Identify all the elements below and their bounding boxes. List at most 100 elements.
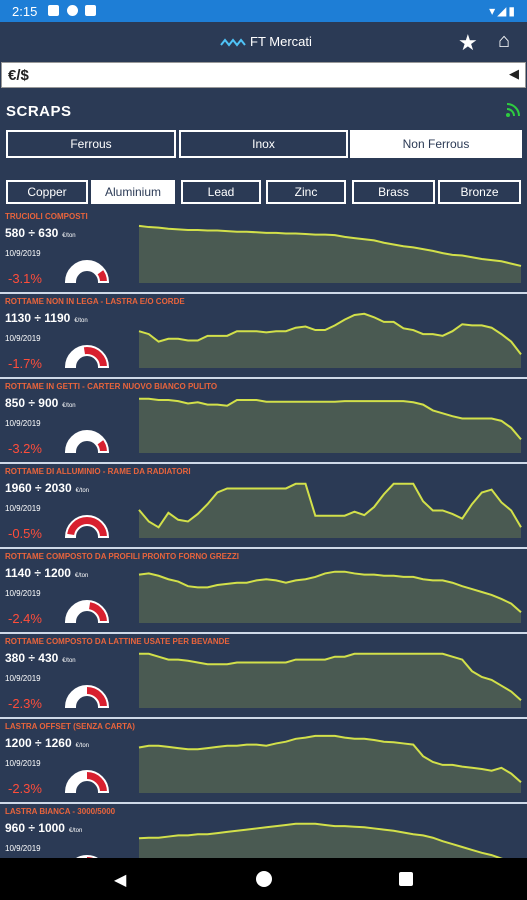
currency-selector[interactable]: €/$ ◀ (1, 62, 526, 88)
price-row[interactable]: ROTTAME DI ALLUMINIO - RAME DA RADIATORI… (0, 464, 527, 549)
trend-gauge-icon (64, 770, 110, 793)
price-row[interactable]: ROTTAME COMPOSTO DA LATTINE USATE PER BE… (0, 634, 527, 719)
chart-line (139, 652, 522, 701)
scrap-name: ROTTAME COMPOSTO DA LATTINE USATE PER BE… (5, 637, 230, 646)
price-unit: €/ton (62, 233, 76, 239)
scrap-price-list[interactable]: TRUCIOLI COMPOSTI 580 ÷ 630 €/ton 10/9/2019… (0, 209, 527, 859)
scrap-name: ROTTAME COMPOSTO DA PROFILI PRONTO FORNO… (5, 552, 239, 561)
app-logo-icon (220, 37, 246, 47)
price-value: 1200 ÷ 1260 (5, 736, 72, 750)
price-trend-chart (138, 312, 522, 368)
price-range: 850 ÷ 900 €/ton (5, 396, 76, 410)
chevron-left-icon: ◀ (509, 66, 519, 81)
price-value: 1130 ÷ 1190 (5, 311, 71, 325)
tab-copper[interactable]: Copper (6, 180, 88, 204)
change-percent: -0.5% (8, 526, 42, 541)
favorite-star-icon[interactable]: ★ (458, 30, 478, 55)
scrap-name: ROTTAME DI ALLUMINIO - RAME DA RADIATORI (5, 467, 191, 476)
segment-non-ferrous[interactable]: Non Ferrous (350, 130, 522, 158)
change-percent: -1.7% (8, 356, 42, 371)
back-icon[interactable]: ◀ (114, 872, 127, 889)
price-range: 1200 ÷ 1260 €/ton (5, 736, 89, 750)
price-range: 380 ÷ 430 €/ton (5, 651, 76, 665)
chart-area (139, 225, 521, 283)
segment-inox[interactable]: Inox (179, 130, 348, 158)
recent-apps-icon[interactable] (399, 872, 413, 886)
segment-ferrous[interactable]: Ferrous (6, 130, 176, 158)
change-percent: -2.4% (8, 611, 42, 626)
tab-zinc[interactable]: Zinc (266, 180, 346, 204)
trend-gauge-icon (64, 515, 110, 538)
price-unit: €/ton (62, 403, 76, 409)
app-brand: FT Mercati (220, 34, 312, 49)
price-trend-chart (139, 397, 522, 453)
price-row[interactable]: LASTRA BIANCA - 3000/5000 960 ÷ 1000 €/ton… (0, 804, 527, 859)
price-date: 10/9/2019 (5, 759, 41, 768)
price-date: 10/9/2019 (5, 844, 41, 853)
price-range: 1960 ÷ 2030 €/ton (5, 481, 89, 495)
nav-home-icon[interactable] (256, 871, 272, 887)
price-row[interactable]: ROTTAME COMPOSTO DA PROFILI PRONTO FORNO… (0, 549, 527, 634)
price-trend-chart (139, 652, 522, 708)
price-unit: €/ton (75, 743, 90, 749)
chart-area (139, 398, 521, 453)
price-date: 10/9/2019 (5, 334, 41, 343)
price-value: 960 ÷ 1000 (5, 821, 65, 835)
price-unit: €/ton (62, 658, 76, 664)
status-bar: 2:15 ▾◢▮ (0, 0, 527, 22)
price-row[interactable]: ROTTAME IN GETTI - CARTER NUOVO BIANCO P… (0, 379, 527, 464)
status-time: 2:15 (12, 4, 38, 19)
change-percent: -3.1% (8, 271, 42, 286)
rss-icon[interactable] (505, 102, 521, 118)
tab-bronze[interactable]: Bronze (438, 180, 521, 204)
price-unit: €/ton (74, 573, 89, 579)
price-value: 1140 ÷ 1200 (5, 566, 71, 580)
price-value: 580 ÷ 630 (5, 226, 59, 240)
chart-area (139, 653, 521, 708)
scrap-name: LASTRA BIANCA - 3000/5000 (5, 807, 116, 816)
chart-area (139, 571, 521, 623)
price-row[interactable]: LASTRA OFFSET (SENZA CARTA) 1200 ÷ 1260 €/… (0, 719, 527, 804)
price-date: 10/9/2019 (5, 249, 41, 258)
home-icon[interactable]: ⌂ (498, 30, 511, 52)
trend-gauge-icon (64, 600, 110, 623)
price-unit: €/ton (75, 488, 90, 494)
price-row[interactable]: ROTTAME NON IN LEGA - LASTRA E/O CORDE 11… (0, 294, 527, 379)
chart-area (139, 735, 521, 793)
change-percent: -3.2% (8, 441, 42, 456)
chart-line (138, 482, 522, 529)
price-range: 960 ÷ 1000 €/ton (5, 821, 82, 835)
notification-icon (48, 5, 59, 16)
price-range: 580 ÷ 630 €/ton (5, 226, 76, 240)
price-date: 10/9/2019 (5, 674, 41, 683)
price-row[interactable]: TRUCIOLI COMPOSTI 580 ÷ 630 €/ton 10/9/2019… (0, 209, 527, 294)
chart-line (138, 734, 522, 784)
price-trend-chart (138, 482, 522, 538)
currency-value: €/$ (8, 67, 29, 84)
section-title: SCRAPS (6, 103, 72, 120)
chart-line (138, 224, 522, 267)
trend-gauge-icon (64, 345, 110, 368)
system-status-icons: ▾◢▮ (489, 4, 517, 18)
tab-brass[interactable]: Brass (352, 180, 435, 204)
price-trend-chart (138, 224, 522, 283)
price-date: 10/9/2019 (5, 419, 41, 428)
price-trend-chart (138, 570, 522, 623)
tab-aluminium[interactable]: Aluminium (91, 180, 175, 204)
chart-line (138, 570, 522, 614)
price-trend-chart (138, 822, 507, 859)
price-range: 1130 ÷ 1190 €/ton (5, 311, 88, 325)
chart-line (138, 822, 507, 859)
chart-area (139, 483, 521, 538)
price-value: 1960 ÷ 2030 (5, 481, 72, 495)
chart-line (138, 312, 522, 356)
price-unit: €/ton (68, 828, 83, 834)
app-bar: FT Mercati ★ ⌂ (0, 22, 527, 62)
chart-area (139, 313, 521, 368)
trend-gauge-icon (64, 430, 110, 453)
tab-lead[interactable]: Lead (181, 180, 261, 204)
price-unit: €/ton (74, 318, 88, 324)
scrap-name: ROTTAME NON IN LEGA - LASTRA E/O CORDE (5, 297, 185, 306)
price-trend-chart (138, 734, 522, 793)
app-title: FT Mercati (250, 34, 312, 49)
